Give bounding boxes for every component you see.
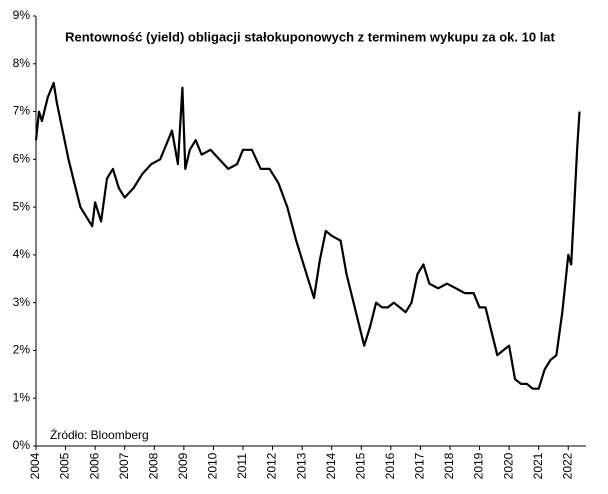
x-tick-label: 2010	[206, 452, 220, 479]
x-tick-label: 2019	[472, 452, 486, 479]
x-tick-label: 2007	[117, 452, 131, 479]
x-tick-label: 2016	[383, 452, 397, 479]
yield-line	[34, 81, 581, 390]
x-tick-label: 2014	[324, 452, 338, 479]
x-tick-label: 2009	[176, 452, 190, 479]
y-tick-label: 9%	[13, 8, 31, 22]
x-tick-label: 2005	[58, 452, 72, 479]
x-tick-label: 2008	[146, 452, 160, 479]
x-tick-label: 2022	[560, 452, 574, 479]
y-tick-label: 5%	[13, 199, 31, 213]
source-note: Źródło: Bloomberg	[50, 427, 149, 442]
y-tick-label: 6%	[13, 152, 31, 166]
x-tick-label: 2012	[265, 452, 279, 479]
y-tick-label: 1%	[13, 390, 31, 404]
x-tick-label: 2018	[442, 452, 456, 479]
x-tick-label: 2004	[28, 452, 42, 479]
y-tick-label: 4%	[13, 247, 31, 261]
chart-title: Rentowność (yield) obligacji stałokupono…	[65, 29, 555, 44]
x-tick-label: 2015	[353, 452, 367, 479]
y-tick-label: 0%	[13, 438, 31, 452]
x-tick-label: 2013	[294, 452, 308, 479]
x-tick-label: 2017	[413, 452, 427, 479]
x-tick-label: 2011	[235, 453, 249, 479]
y-tick-label: 7%	[13, 104, 31, 118]
y-tick-label: 3%	[13, 295, 31, 309]
y-tick-label: 8%	[13, 56, 31, 70]
y-tick-label: 2%	[13, 343, 31, 357]
x-tick-label: 2006	[87, 452, 101, 479]
x-tick-label: 2020	[501, 452, 515, 479]
x-tick-label: 2021	[531, 452, 545, 479]
